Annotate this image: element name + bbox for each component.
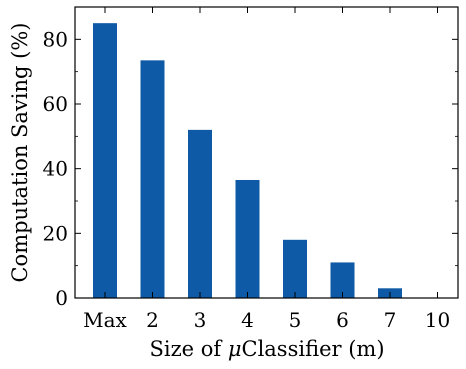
x-tick-label-3: 3 (194, 308, 207, 332)
x-tick-label-2: 2 (146, 308, 159, 332)
y-tick-label-0: 0 (55, 286, 68, 310)
x-tick-label-Max: Max (83, 308, 127, 332)
tick-labels-layer: Max 2 3 4 5 6 7 10 0 20 40 60 80 (43, 27, 451, 332)
x-tick-label-7: 7 (384, 308, 397, 332)
x-tick-label-10: 10 (425, 308, 450, 332)
bar-Max (93, 23, 117, 298)
y-tick-label-80: 80 (43, 27, 68, 51)
plot-frame (74, 6, 459, 299)
bars-layer (93, 23, 402, 298)
y-tick-label-40: 40 (43, 157, 68, 181)
bar-4 (235, 179, 260, 298)
x-tick-label-4: 4 (241, 308, 254, 332)
bar-5 (283, 239, 307, 298)
x-tick-label-5: 5 (289, 308, 302, 332)
y-axis-title: Computation Saving (%) (8, 22, 32, 282)
bar-2 (140, 60, 165, 298)
bar-3 (188, 129, 212, 298)
x-tick-label-6: 6 (336, 308, 349, 332)
y-tick-label-20: 20 (43, 221, 68, 245)
y-tick-label-60: 60 (43, 92, 68, 116)
ticks-layer (75, 7, 458, 299)
x-axis-title: Size of μClassifier (m) (149, 337, 384, 361)
